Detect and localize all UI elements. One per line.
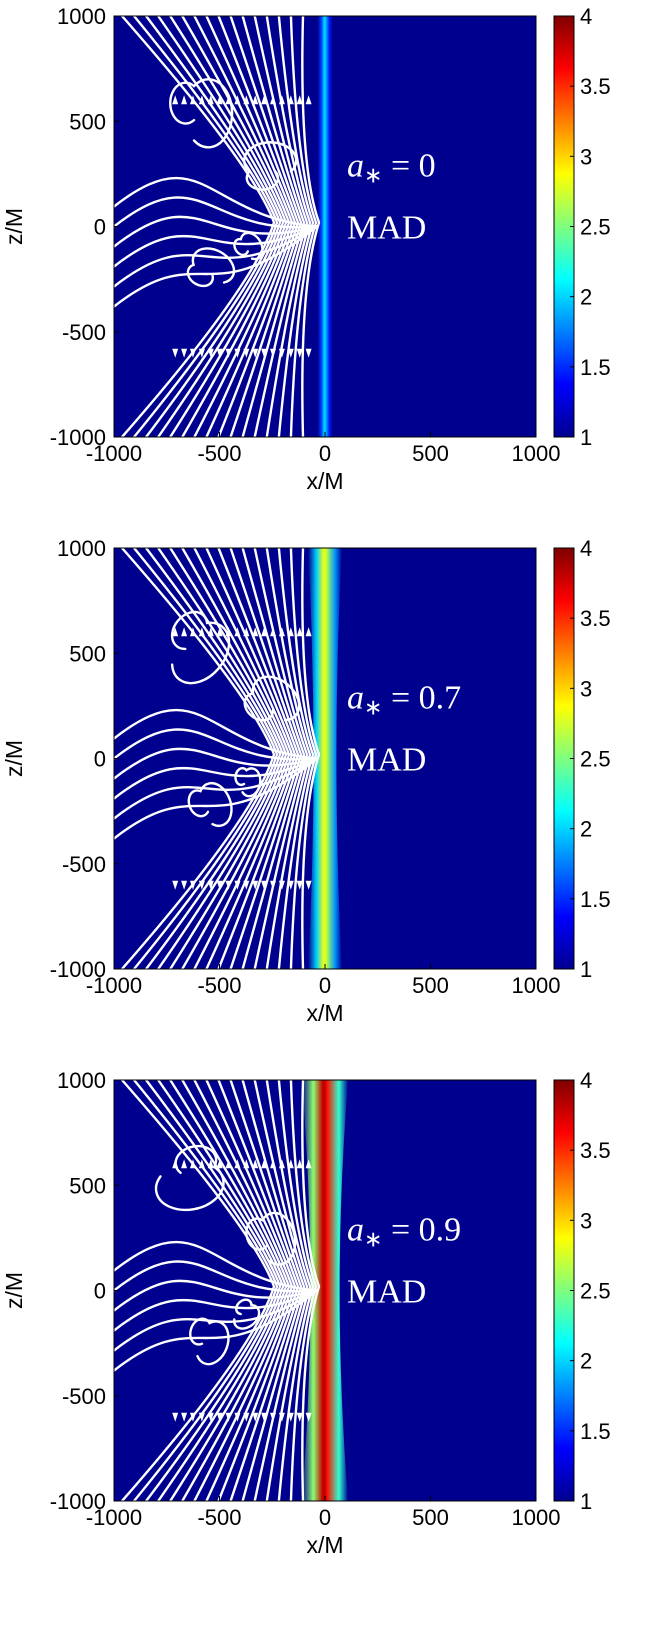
y-axis-label: z/M [1,740,27,777]
colorbar-tick-label: 4 [580,4,592,29]
x-tick-label: 0 [319,973,331,998]
x-tick-label: 500 [412,1505,449,1530]
x-tick-label: 1000 [512,973,561,998]
x-tick-label: 1000 [512,441,561,466]
x-tick-label: -500 [197,973,241,998]
mad-label: MAD [347,210,426,247]
x-tick-label: -500 [197,441,241,466]
x-axis-label: x/M [306,1532,343,1558]
x-tick-label: 1000 [512,1505,561,1530]
y-tick-label: 0 [94,215,106,240]
colorbar-tick-label: 4 [580,536,592,561]
x-tick-label: -1000 [86,973,142,998]
streamlines [114,548,321,969]
y-axis-label: z/M [1,1272,27,1309]
colorbar-tick-label: 2.5 [580,1279,611,1304]
y-tick-label: 0 [94,1279,106,1304]
x-tick-label: 0 [319,1505,331,1530]
streamlines [114,16,321,437]
y-tick-label: 500 [69,1173,106,1198]
x-axis-label: x/M [306,1000,343,1026]
colorbar-tick-label: 3 [580,1208,592,1233]
spin-annotation: a∗ = 0.9 [347,1212,461,1252]
x-tick-label: -1000 [86,441,142,466]
panel-2: -1000 -500 0 500 1000 1000 500 0 -500 -1000 x/M z/M… [1,536,611,1026]
mad-label: MAD [347,742,426,779]
y-axis-label: z/M [1,208,27,245]
colorbar-tick-label: 1.5 [580,887,611,912]
colorbar-tick-label: 3.5 [580,1138,611,1163]
panel-1: -1000 -500 0 500 1000 1000 500 0 -500 -1000 x/M z/M… [1,4,611,494]
spin-annotation: a∗ = 0.7 [347,680,461,720]
y-tick-label: 1000 [57,536,106,561]
y-tick-label: 1000 [57,4,106,29]
colorbar-tick-label: 1.5 [580,355,611,380]
y-tick-label: 500 [69,109,106,134]
y-tick-label: -1000 [50,1489,106,1514]
jet-funnel [308,548,342,969]
colorbar-tick-label: 2 [580,285,592,310]
colorbar-tick-label: 1 [580,1489,592,1514]
mad-label: MAD [347,1274,426,1311]
x-axis-label: x/M [306,468,343,494]
colorbar-tick-label: 2.5 [580,215,611,240]
spin-annotation: a∗ = 0 [347,148,436,188]
colorbar-tick-label: 3 [580,144,592,169]
y-tick-label: 0 [94,747,106,772]
colorbar-tick-label: 2 [580,1349,592,1374]
x-tick-label: 500 [412,441,449,466]
streamlines [114,1080,321,1501]
colorbar-tick-label: 3 [580,676,592,701]
y-tick-label: -500 [62,1384,106,1409]
x-tick-label: -500 [197,1505,241,1530]
colorbar-tick-label: 2.5 [580,747,611,772]
x-tick-label: 0 [319,441,331,466]
y-tick-label: -500 [62,852,106,877]
colorbar-tick-label: 4 [580,1068,592,1093]
y-tick-label: -1000 [50,425,106,450]
panel-3: -1000 -500 0 500 1000 1000 500 0 -500 -1000 x/M z/M… [1,1068,611,1558]
y-tick-label: -500 [62,320,106,345]
colorbar-tick-label: 2 [580,817,592,842]
y-tick-label: -1000 [50,957,106,982]
colorbar-tick-label: 1 [580,957,592,982]
jet-funnel [301,1080,349,1501]
colorbar-tick-label: 3.5 [580,606,611,631]
colorbar-tick-label: 1 [580,425,592,450]
colorbar-tick-label: 1.5 [580,1419,611,1444]
y-tick-label: 1000 [57,1068,106,1093]
x-tick-label: -1000 [86,1505,142,1530]
jet-funnel [317,16,333,437]
x-tick-label: 500 [412,973,449,998]
y-tick-label: 500 [69,641,106,666]
colorbar-tick-label: 3.5 [580,74,611,99]
